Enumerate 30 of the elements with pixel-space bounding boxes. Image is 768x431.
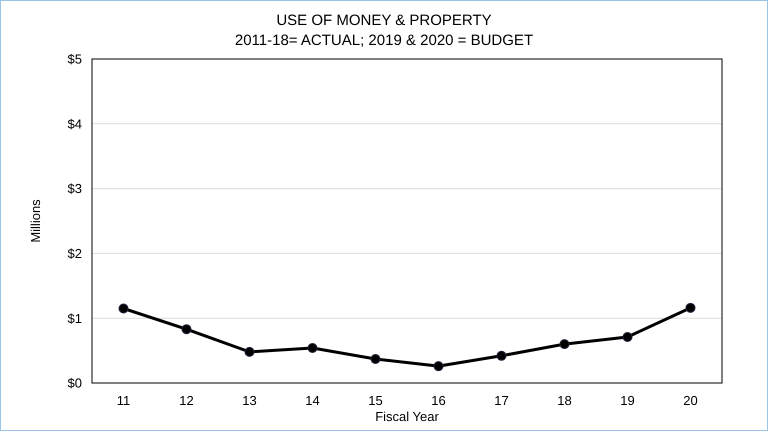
point xyxy=(622,332,632,342)
y-tick-label: $3 xyxy=(68,181,82,196)
point xyxy=(118,303,128,314)
y-tick-label: $5 xyxy=(68,52,82,67)
point xyxy=(244,346,254,357)
x-tick-label: 19 xyxy=(620,393,635,408)
x-tick-label: 17 xyxy=(494,393,509,408)
point xyxy=(560,339,570,350)
point xyxy=(496,350,506,361)
x-tick-label: 16 xyxy=(431,393,446,408)
chart-subtitle: 2011-18= ACTUAL; 2019 & 2020 = BUDGET xyxy=(234,32,534,49)
y-tick-label: $2 xyxy=(68,246,82,261)
y-tick-label: $1 xyxy=(68,310,82,326)
y-tick-label: $0 xyxy=(68,376,82,391)
point xyxy=(182,324,192,334)
x-tick-label: 20 xyxy=(683,393,698,408)
y-axis-title: Millions xyxy=(28,198,43,243)
point xyxy=(434,361,444,372)
y-tick-label: $4 xyxy=(68,116,82,132)
x-tick-label: 14 xyxy=(305,393,320,408)
point xyxy=(308,343,318,354)
point xyxy=(686,302,696,313)
x-tick-label: 18 xyxy=(557,393,572,408)
x-axis-title: Fiscal Year xyxy=(375,409,440,424)
x-tick-label: 13 xyxy=(242,393,257,408)
chart-title: USE OF MONEY & PROPERTY xyxy=(276,12,492,29)
x-tick-label: 12 xyxy=(179,393,194,408)
x-tick-label: 11 xyxy=(116,393,130,408)
x-tick-label: 15 xyxy=(368,393,383,408)
point xyxy=(370,354,380,364)
